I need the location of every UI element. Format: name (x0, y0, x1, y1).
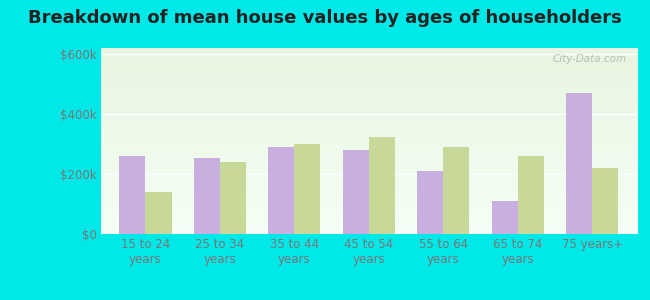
Bar (518, 156, 544, 234)
Bar (343, 150, 369, 234)
Bar (566, 93, 592, 234)
Bar (268, 147, 294, 234)
Bar (369, 136, 395, 234)
Bar (294, 144, 320, 234)
Bar (146, 192, 172, 234)
Bar (417, 171, 443, 234)
Text: City-Data.com: City-Data.com (552, 54, 626, 64)
Bar (592, 168, 618, 234)
Bar (194, 158, 220, 234)
Bar (443, 147, 469, 234)
Bar (492, 201, 518, 234)
Text: Breakdown of mean house values by ages of householders: Breakdown of mean house values by ages o… (28, 9, 622, 27)
Bar (120, 156, 146, 234)
Bar (220, 162, 246, 234)
